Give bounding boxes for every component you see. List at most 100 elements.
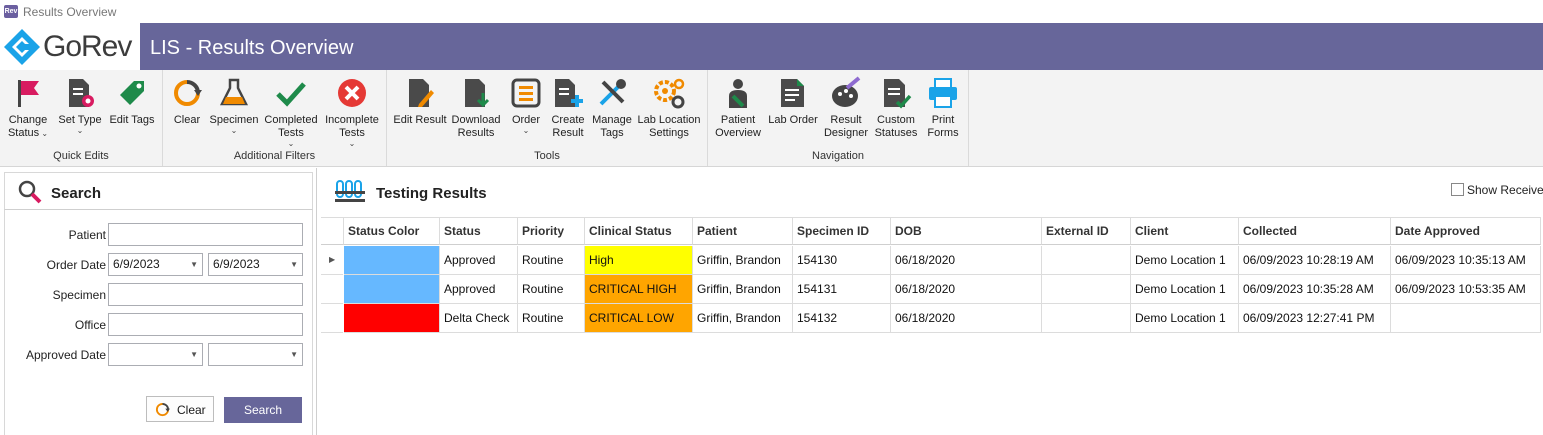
table-cell-patient[interactable]: Griffin, Brandon — [693, 304, 793, 333]
patient-input[interactable] — [108, 223, 303, 246]
incomplete-tests-label2: Tests — [339, 127, 365, 139]
group-label-tools: Tools — [534, 150, 560, 162]
table-cell-status[interactable]: Approved — [440, 275, 518, 304]
test-tubes-icon — [335, 180, 365, 202]
patient-label: Patient — [68, 228, 106, 242]
custom-statuses-button[interactable]: Custom Statuses — [872, 76, 920, 140]
edit-result-button[interactable]: Edit Result — [392, 76, 448, 127]
order-date-from-picker[interactable]: 6/9/2023 ▼ — [108, 253, 203, 276]
order-list-icon — [511, 78, 541, 108]
order-label: Order — [511, 114, 541, 126]
table-cell-priority[interactable]: Routine — [518, 275, 585, 304]
ribbon-toolbar: Change Status ⌄ Set Type ⌄ Edit Tags Qui… — [0, 70, 1543, 167]
lab-location-settings-button[interactable]: Lab Location Settings — [635, 76, 703, 140]
office-input[interactable] — [108, 313, 303, 336]
table-cell-client[interactable]: Demo Location 1 — [1131, 275, 1239, 304]
approved-date-to-picker[interactable]: ▼ — [208, 343, 303, 366]
order-button[interactable]: Order ⌄ — [506, 76, 546, 135]
column-header-clinical-status[interactable]: Clinical Status — [585, 217, 693, 245]
column-header-status[interactable]: Status — [440, 217, 518, 245]
table-cell-dob[interactable]: 06/18/2020 — [891, 246, 1042, 275]
result-designer-button[interactable]: Result Designer — [822, 76, 870, 140]
office-row: Office — [5, 313, 314, 337]
show-received-label: Show Receive — [1467, 183, 1543, 197]
table-cell-specimen-id[interactable]: 154130 — [793, 246, 891, 275]
table-cell-status[interactable]: Approved — [440, 246, 518, 275]
download-results-button[interactable]: Download Results — [450, 76, 502, 140]
clear-button[interactable]: Clear — [146, 396, 214, 422]
table-cell-date-approved[interactable]: 06/09/2023 10:35:13 AM — [1391, 246, 1541, 275]
table-cell-dob[interactable]: 06/18/2020 — [891, 304, 1042, 333]
column-header-external-id[interactable]: External ID — [1042, 217, 1131, 245]
table-cell-clinical-status[interactable]: CRITICAL LOW — [585, 304, 693, 333]
column-header-specimen-id[interactable]: Specimen ID — [793, 217, 891, 245]
table-cell-priority[interactable]: Routine — [518, 246, 585, 275]
clear-filter-button[interactable]: Clear — [169, 76, 205, 127]
row-indicator[interactable]: ▶ — [321, 246, 343, 275]
group-label-quick-edits: Quick Edits — [53, 150, 109, 162]
column-header-client[interactable]: Client — [1131, 217, 1239, 245]
row-indicator[interactable] — [321, 275, 343, 304]
table-cell-patient[interactable]: Griffin, Brandon — [693, 275, 793, 304]
table-cell-external-id[interactable] — [1042, 246, 1131, 275]
set-type-label: Set Type — [58, 114, 102, 126]
patient-overview-button[interactable]: Patient Overview — [714, 76, 762, 140]
download-document-icon — [465, 79, 490, 108]
table-cell-dob[interactable]: 06/18/2020 — [891, 275, 1042, 304]
table-cell-client[interactable]: Demo Location 1 — [1131, 304, 1239, 333]
manage-tags-label1: Manage — [592, 114, 632, 126]
table-cell-status-color[interactable] — [344, 304, 440, 333]
ribbon-group-navigation: Patient Overview Lab Order Result Design… — [708, 70, 969, 166]
lab-order-button[interactable]: Lab Order — [766, 76, 820, 127]
table-cell-date-approved[interactable]: 06/09/2023 10:53:35 AM — [1391, 275, 1541, 304]
table-cell-priority[interactable]: Routine — [518, 304, 585, 333]
manage-tags-button[interactable]: Manage Tags — [591, 76, 633, 140]
table-cell-status-color[interactable] — [344, 275, 440, 304]
search-button[interactable]: Search — [224, 397, 302, 423]
change-status-label1: Change — [8, 114, 48, 126]
order-date-to-picker[interactable]: 6/9/2023 ▼ — [208, 253, 303, 276]
table-cell-client[interactable]: Demo Location 1 — [1131, 246, 1239, 275]
column-header-dob[interactable]: DOB — [891, 217, 1042, 245]
table-cell-external-id[interactable] — [1042, 304, 1131, 333]
patient-overview-label1: Patient — [720, 114, 756, 126]
table-cell-collected[interactable]: 06/09/2023 10:35:28 AM — [1239, 275, 1391, 304]
row-indicator[interactable] — [321, 304, 343, 333]
patient-icon — [729, 79, 747, 108]
order-date-label: Order Date — [46, 258, 106, 272]
completed-tests-button[interactable]: Completed Tests ⌄ — [263, 76, 319, 148]
results-panel: Testing Results Show Receive Status Colo… — [321, 168, 1543, 435]
table-cell-status[interactable]: Delta Check — [440, 304, 518, 333]
table-cell-clinical-status[interactable]: CRITICAL HIGH — [585, 275, 693, 304]
logo-text: GoRev — [43, 30, 132, 63]
column-header-status-color[interactable]: Status Color — [344, 217, 440, 245]
specimen-filter-button[interactable]: Specimen ⌄ — [209, 76, 259, 135]
table-cell-patient[interactable]: Griffin, Brandon — [693, 246, 793, 275]
specimen-input[interactable] — [108, 283, 303, 306]
column-header-patient[interactable]: Patient — [693, 217, 793, 245]
incomplete-tests-button[interactable]: Incomplete Tests ⌄ — [321, 76, 383, 148]
print-forms-button[interactable]: Print Forms — [922, 76, 964, 140]
column-header-date-approved[interactable]: Date Approved — [1391, 217, 1541, 245]
table-cell-date-approved[interactable] — [1391, 304, 1541, 333]
table-cell-specimen-id[interactable]: 154131 — [793, 275, 891, 304]
table-cell-collected[interactable]: 06/09/2023 12:27:41 PM — [1239, 304, 1391, 333]
create-result-button[interactable]: Create Result — [547, 76, 589, 140]
edit-tags-button[interactable]: Edit Tags — [106, 76, 158, 127]
manage-tags-label2: Tags — [600, 127, 624, 139]
approved-date-from-picker[interactable]: ▼ — [108, 343, 203, 366]
table-cell-clinical-status[interactable]: High — [585, 246, 693, 275]
table-cell-collected[interactable]: 06/09/2023 10:28:19 AM — [1239, 246, 1391, 275]
column-header-priority[interactable]: Priority — [518, 217, 585, 245]
column-header-collected[interactable]: Collected — [1239, 217, 1391, 245]
set-type-button[interactable]: Set Type ⌄ — [56, 76, 104, 135]
error-x-icon — [338, 79, 366, 107]
table-cell-specimen-id[interactable]: 154132 — [793, 304, 891, 333]
search-form: Patient Order Date 6/9/2023 ▼ 6/9/2023 ▼ S… — [4, 210, 313, 435]
office-label: Office — [74, 318, 106, 332]
dropdown-arrow-icon: ▼ — [190, 260, 198, 269]
table-cell-status-color[interactable] — [344, 246, 440, 275]
show-received-checkbox[interactable]: Show Receive — [1451, 183, 1543, 197]
change-status-button[interactable]: Change Status ⌄ — [4, 76, 52, 140]
table-cell-external-id[interactable] — [1042, 275, 1131, 304]
